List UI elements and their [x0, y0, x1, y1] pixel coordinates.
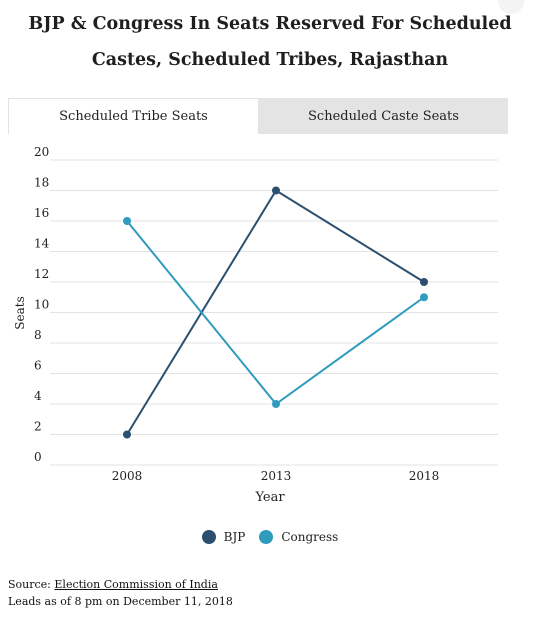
source-label: Source: — [8, 578, 51, 591]
y-tick-label-6: 6 — [34, 359, 42, 373]
timestamp-note: Leads as of 8 pm on December 11, 2018 — [8, 595, 233, 608]
y-tick-labels: 0 2 4 6 8 10 12 14 16 18 20 — [34, 145, 50, 464]
y-tick-label-2: 2 — [34, 420, 42, 434]
data-point-congress-2018[interactable] — [420, 293, 428, 302]
data-point-bjp-2008[interactable] — [123, 430, 131, 439]
line-chart: 0 2 4 6 8 10 12 14 16 18 20 2008 2013 2018 Seats Yea… — [13, 145, 498, 505]
data-point-bjp-2013[interactable] — [272, 186, 280, 195]
footer: Source: Election Commission of India Lea… — [8, 576, 233, 610]
legend: BJP Congress — [0, 530, 540, 544]
source-line: Source: Election Commission of India — [8, 576, 233, 593]
x-axis-label: Year — [254, 490, 285, 505]
x-tick-labels: 2008 2013 2018 — [112, 469, 440, 483]
corner-decoration — [498, 0, 524, 14]
y-axis-label: Seats — [13, 296, 27, 329]
x-tick-label-2008: 2008 — [112, 469, 143, 483]
legend-label-congress: Congress — [281, 530, 339, 544]
y-tick-label-8: 8 — [34, 328, 42, 342]
tab-bar: Scheduled Tribe Seats Scheduled Caste Se… — [8, 98, 508, 134]
y-tick-label-10: 10 — [34, 298, 49, 312]
data-point-bjp-2018[interactable] — [420, 278, 428, 286]
data-point-congress-2008[interactable] — [123, 217, 131, 225]
y-tick-label-18: 18 — [34, 176, 49, 190]
tab-scheduled-tribe-seats[interactable]: Scheduled Tribe Seats — [8, 98, 259, 134]
y-tick-label-12: 12 — [34, 267, 49, 281]
data-point-congress-2013[interactable] — [272, 400, 280, 408]
x-tick-label-2018: 2018 — [409, 469, 440, 483]
source-link[interactable]: Election Commission of India — [54, 578, 218, 591]
y-tick-label-20: 20 — [34, 145, 49, 159]
data-points — [123, 186, 428, 439]
chart-title: BJP & Congress In Seats Reserved For Sch… — [28, 14, 512, 70]
tab-scheduled-caste-seats[interactable]: Scheduled Caste Seats — [259, 98, 508, 134]
legend-swatch-congress — [259, 530, 274, 544]
y-tick-label-16: 16 — [34, 206, 49, 220]
legend-swatch-bjp — [201, 530, 216, 544]
x-tick-label-2013: 2013 — [261, 469, 292, 483]
legend-label-bjp: BJP — [223, 530, 246, 544]
gridlines — [50, 159, 498, 466]
y-tick-label-14: 14 — [34, 237, 50, 251]
legend-item-bjp[interactable]: BJP — [201, 530, 246, 544]
y-tick-label-4: 4 — [34, 389, 42, 403]
legend-item-congress[interactable]: Congress — [259, 530, 338, 544]
y-tick-label-0: 0 — [34, 450, 42, 464]
